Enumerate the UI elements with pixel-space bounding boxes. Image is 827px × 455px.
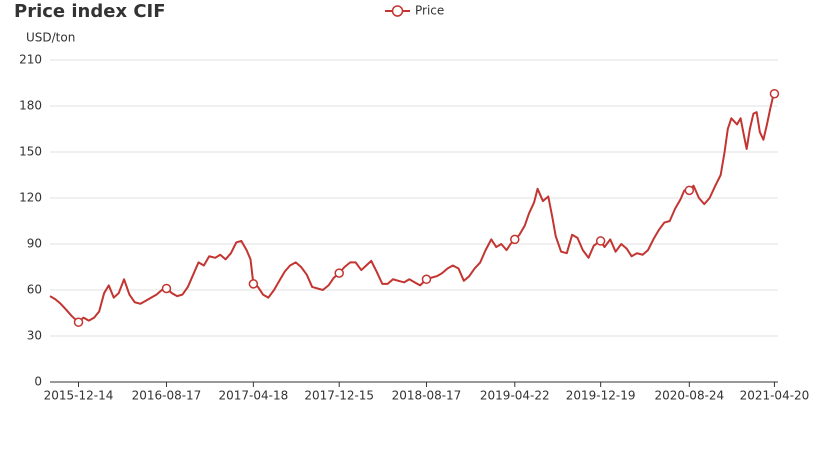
y-tick-label: 150: [19, 145, 42, 159]
x-tick-label: 2020-08-24: [654, 389, 724, 403]
chart-title: Price index CIF: [14, 1, 166, 22]
y-axis-label: USD/ton: [26, 31, 75, 45]
y-tick-label: 30: [27, 329, 42, 343]
marker: [769, 88, 780, 99]
x-tick-label: 2021-04-20: [740, 389, 810, 403]
y-tick-label: 180: [19, 99, 42, 113]
marker: [421, 274, 432, 285]
line: [49, 93, 776, 324]
legend-label: Price: [415, 4, 444, 18]
x-tick-label: 2019-04-22: [480, 389, 550, 403]
marker: [334, 268, 344, 278]
y-tick-label: 60: [27, 283, 42, 297]
y-tick-label: 210: [19, 53, 42, 67]
marker: [684, 185, 695, 196]
marker: [248, 279, 259, 289]
y-tick-label: 90: [27, 237, 42, 251]
x-tick-label: 2015-12-14: [44, 389, 114, 403]
marker: [73, 317, 84, 327]
y-tick-label: 120: [19, 191, 42, 205]
x-tick-label: 2019-12-19: [566, 389, 636, 403]
x-tick-label: 2018-08-17: [392, 389, 462, 403]
marker: [161, 283, 172, 294]
x-tick-label: 2016-08-17: [132, 389, 202, 403]
x-tick-label: 2017-04-18: [218, 389, 288, 403]
x-tick-label: 2017-12-15: [304, 389, 374, 403]
marker: [510, 234, 520, 245]
y-tick-label: 0: [34, 375, 42, 389]
marker: [595, 236, 606, 246]
legend-marker: [391, 5, 404, 17]
